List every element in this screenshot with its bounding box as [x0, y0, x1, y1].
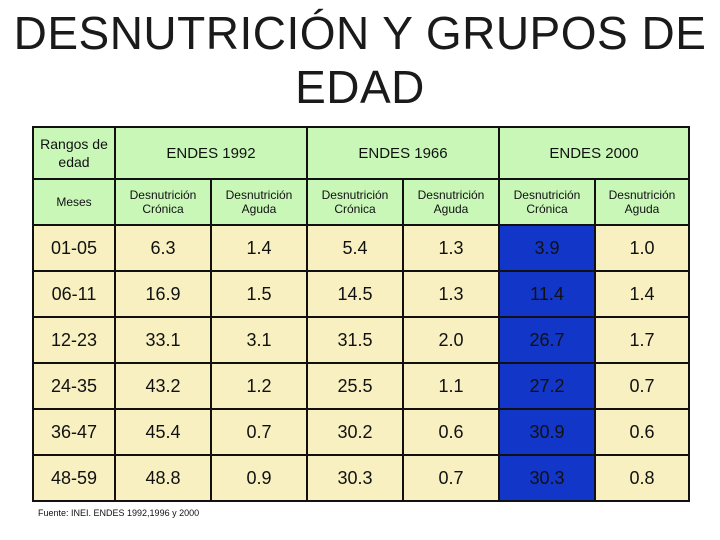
age-range-cell: 24-35	[32, 362, 116, 410]
group-header-endes-2000: ENDES 2000	[498, 126, 690, 180]
source-note: Fuente: INEI. ENDES 1992,1996 y 2000	[38, 508, 200, 518]
value-cell: 1.4	[594, 270, 690, 318]
highlighted-value-cell: 11.4	[498, 270, 596, 318]
value-cell: 0.7	[210, 408, 308, 456]
age-range-header: Rangos de edad	[32, 126, 116, 180]
value-cell: 1.3	[402, 224, 500, 272]
subheader-cell: Desnutrición Crónica	[498, 178, 596, 226]
table-row: 06-11 16.9 1.5 14.5 1.3 11.4 1.4	[32, 270, 690, 318]
value-cell: 0.9	[210, 454, 308, 502]
subheader-row: Meses Desnutrición Crónica Desnutrición …	[32, 178, 690, 226]
value-cell: 6.3	[114, 224, 212, 272]
age-range-cell: 06-11	[32, 270, 116, 318]
value-cell: 30.3	[306, 454, 404, 502]
value-cell: 0.6	[402, 408, 500, 456]
value-cell: 25.5	[306, 362, 404, 410]
value-cell: 1.0	[594, 224, 690, 272]
value-cell: 1.1	[402, 362, 500, 410]
subheader-cell: Desnutrición Aguda	[594, 178, 690, 226]
value-cell: 48.8	[114, 454, 212, 502]
months-header: Meses	[32, 178, 116, 226]
value-cell: 0.6	[594, 408, 690, 456]
value-cell: 45.4	[114, 408, 212, 456]
value-cell: 3.1	[210, 316, 308, 364]
subheader-cell: Desnutrición Crónica	[306, 178, 404, 226]
highlighted-value-cell: 3.9	[498, 224, 596, 272]
group-header-endes-1966: ENDES 1966	[306, 126, 500, 180]
value-cell: 5.4	[306, 224, 404, 272]
value-cell: 1.4	[210, 224, 308, 272]
value-cell: 43.2	[114, 362, 212, 410]
highlighted-value-cell: 30.3	[498, 454, 596, 502]
value-cell: 1.5	[210, 270, 308, 318]
value-cell: 0.7	[402, 454, 500, 502]
value-cell: 33.1	[114, 316, 212, 364]
table-row: 12-23 33.1 3.1 31.5 2.0 26.7 1.7	[32, 316, 690, 364]
highlighted-value-cell: 30.9	[498, 408, 596, 456]
value-cell: 31.5	[306, 316, 404, 364]
group-header-endes-1992: ENDES 1992	[114, 126, 308, 180]
age-range-cell: 01-05	[32, 224, 116, 272]
value-cell: 1.7	[594, 316, 690, 364]
value-cell: 14.5	[306, 270, 404, 318]
table-row: 36-47 45.4 0.7 30.2 0.6 30.9 0.6	[32, 408, 690, 456]
subheader-cell: Desnutrición Aguda	[210, 178, 308, 226]
subheader-cell: Desnutrición Aguda	[402, 178, 500, 226]
table-row: 01-05 6.3 1.4 5.4 1.3 3.9 1.0	[32, 224, 690, 272]
subheader-cell: Desnutrición Crónica	[114, 178, 212, 226]
page-title: DESNUTRICIÓN Y GRUPOS DE EDAD	[13, 7, 707, 113]
value-cell: 1.3	[402, 270, 500, 318]
age-range-cell: 12-23	[32, 316, 116, 364]
value-cell: 16.9	[114, 270, 212, 318]
value-cell: 0.8	[594, 454, 690, 502]
table-row: 24-35 43.2 1.2 25.5 1.1 27.2 0.7	[32, 362, 690, 410]
table-row: 48-59 48.8 0.9 30.3 0.7 30.3 0.8	[32, 454, 690, 502]
value-cell: 30.2	[306, 408, 404, 456]
value-cell: 1.2	[210, 362, 308, 410]
malnutrition-table: Rangos de edad ENDES 1992 ENDES 1966 END…	[32, 126, 690, 502]
value-cell: 0.7	[594, 362, 690, 410]
age-range-cell: 48-59	[32, 454, 116, 502]
value-cell: 2.0	[402, 316, 500, 364]
highlighted-value-cell: 26.7	[498, 316, 596, 364]
group-header-row: Rangos de edad ENDES 1992 ENDES 1966 END…	[32, 126, 690, 180]
highlighted-value-cell: 27.2	[498, 362, 596, 410]
age-range-cell: 36-47	[32, 408, 116, 456]
